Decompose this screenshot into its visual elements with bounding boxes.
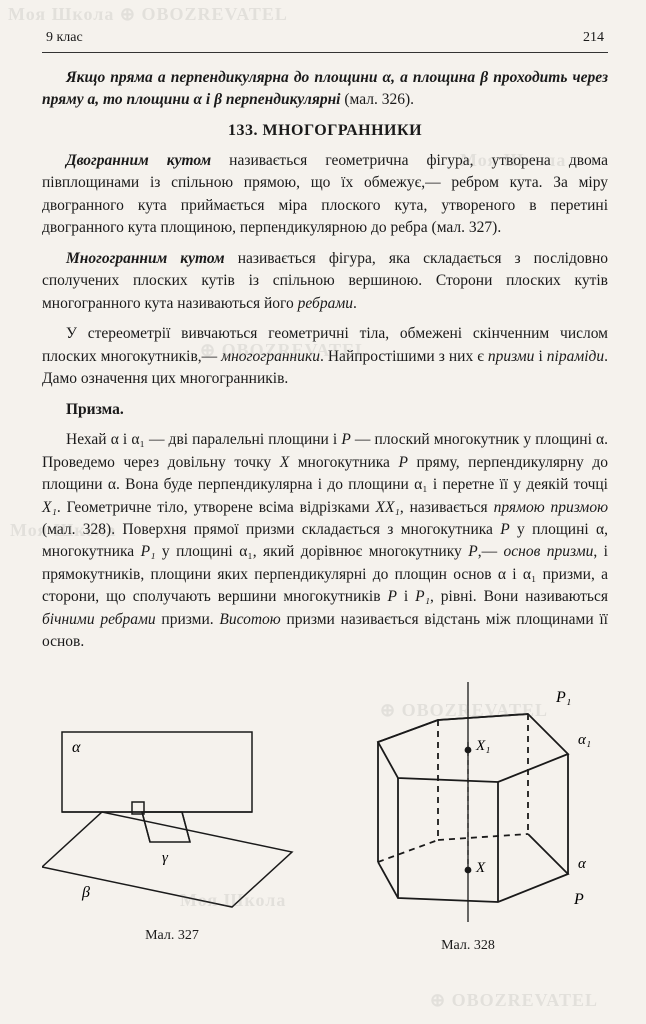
p5-t9: у площині α₁, який дорівнює многокутнику	[155, 543, 468, 560]
figure-327-caption: Мал. 327	[145, 928, 199, 944]
p5-t3: многокутника	[289, 454, 398, 471]
watermark: Моя Школа ⊕ OBOZREVATEL	[8, 4, 288, 25]
section-title: 133. МНОГОГРАННИКИ	[42, 122, 608, 140]
paragraph-polyhedra: У стереометрії вивчаються геометричні ті…	[42, 323, 608, 390]
section-number: 133.	[228, 122, 258, 139]
intro-ref: (мал. 326).	[341, 91, 415, 108]
p5-t5: . Геометричне тіло, утворене всіма відрі…	[57, 499, 376, 516]
fig327-beta: β	[81, 884, 90, 901]
fig328-P1: P₁	[555, 689, 571, 706]
sym-P-3: P	[500, 521, 509, 538]
term-lateral-edges: бічними ребрами	[42, 611, 156, 628]
figure-327: α β γ Мал. 327	[42, 712, 302, 954]
p3-t3: і	[534, 348, 546, 365]
fig328-X1: X₁	[475, 738, 490, 754]
fig328-X: X	[475, 860, 486, 876]
sym-P-2: P	[399, 454, 408, 471]
figure-328-svg: P₁ α₁ X₁ X α P	[328, 672, 608, 932]
sym-P1: P₁	[141, 543, 156, 560]
term-height: Висотою	[219, 611, 280, 628]
paragraph-prism-def: Нехай α і α₁ — дві паралельні площини і …	[42, 429, 608, 654]
sym-XX1: XX₁	[376, 499, 400, 516]
term-bases: основ призми	[504, 543, 594, 560]
sym-X: X	[280, 454, 289, 471]
intro-paragraph: Якщо пряма а перпендикулярна до площини …	[42, 67, 608, 112]
figure-328-caption: Мал. 328	[441, 938, 495, 954]
sym-X1: X₁	[42, 499, 57, 516]
term-pyramids: піраміди	[547, 348, 604, 365]
p3-t2: . Найпростішими з них є	[320, 348, 488, 365]
term-polyhedra: многогранники	[221, 348, 320, 365]
section-name: МНОГОГРАННИКИ	[262, 122, 422, 139]
fig328-alpha1: α₁	[578, 732, 591, 748]
figure-327-svg: α β γ	[42, 712, 302, 922]
fig327-alpha: α	[72, 739, 81, 756]
p5-t13: , рівні. Вони називаються	[430, 588, 608, 605]
p5-t6: , називається	[400, 499, 494, 516]
term-right-prism: прямою призмою	[494, 499, 608, 516]
figure-328: P₁ α₁ X₁ X α P Мал. 328	[328, 672, 608, 954]
term-edges: ребрами	[298, 295, 353, 312]
sym-P-5: P	[387, 588, 396, 605]
paragraph-dihedral: Двогранним кутом називається геометрична…	[42, 150, 608, 240]
p5-t14: призми.	[156, 611, 220, 628]
term-polyhedral-angle: Многогранним кутом	[66, 250, 225, 267]
sym-P-4: P	[468, 543, 477, 560]
prism-label: Призма.	[42, 399, 608, 421]
term-dihedral: Двогранним кутом	[66, 152, 211, 169]
header-rule	[42, 52, 608, 53]
sym-P1-2: P₁	[415, 588, 430, 605]
term-prisms: призми	[488, 348, 535, 365]
page-number: 214	[583, 30, 604, 46]
prism-heading: Призма.	[66, 401, 124, 418]
p5-t10: ,—	[478, 543, 504, 560]
grade-label: 9 клас	[46, 30, 83, 46]
p5-t1: Нехай α і α₁ — дві паралельні площини і	[66, 431, 341, 448]
sym-P: P	[341, 431, 350, 448]
p2-rest2: .	[353, 295, 357, 312]
fig328-alpha: α	[578, 856, 587, 872]
paragraph-polyhedral-angle: Многогранним кутом називається фігура, я…	[42, 248, 608, 315]
fig328-P: P	[573, 891, 584, 908]
figures-row: α β γ Мал. 327	[42, 672, 608, 954]
intro-theorem: Якщо пряма а перпендикулярна до площини …	[42, 69, 608, 108]
watermark: ⊕ OBOZREVATEL	[430, 990, 598, 1011]
p5-t12: і	[397, 588, 415, 605]
page-header: 9 клас 214	[42, 30, 608, 46]
p5-t7: (мал. 328). Поверхня прямої призми склад…	[42, 521, 500, 538]
fig327-gamma: γ	[162, 850, 169, 866]
